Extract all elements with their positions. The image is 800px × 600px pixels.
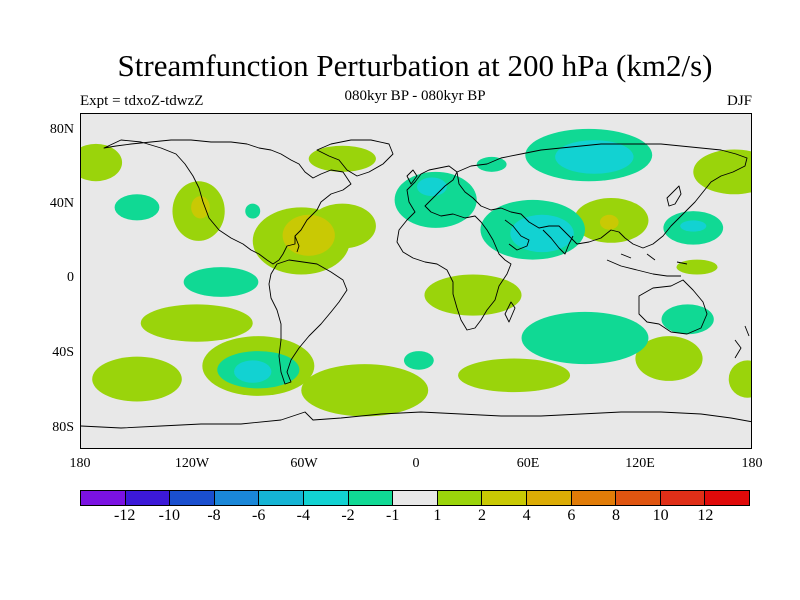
y-tick-label: 80N <box>49 122 74 137</box>
contour-region <box>555 140 634 174</box>
x-tick-label: 60E <box>516 456 540 471</box>
contour-region <box>599 214 619 230</box>
season-label: DJF <box>726 93 752 109</box>
contour-region <box>676 259 718 275</box>
plot-subtitle: 080kyr BP - 080kyr BP <box>344 88 486 104</box>
colorbar-label: 6 <box>567 507 576 524</box>
colorbar-label: 1 <box>433 507 442 524</box>
y-tick-label: 40N <box>49 196 74 211</box>
colorbar-swatch <box>437 491 483 505</box>
colorbar <box>80 490 750 506</box>
x-tick-label: 0 <box>412 456 420 471</box>
coast-europe-africa <box>396 165 512 331</box>
contour-region <box>92 356 182 402</box>
contour-region <box>191 196 210 219</box>
coast-greenland <box>316 139 394 177</box>
x-tick-label: 120E <box>625 456 655 471</box>
colorbar-label: -8 <box>207 507 221 524</box>
contour-field <box>81 128 751 417</box>
x-tick-label: 60W <box>290 456 318 471</box>
contour-region <box>282 214 335 256</box>
colorbar-label: 4 <box>522 507 531 524</box>
contour-region <box>403 351 434 370</box>
x-tick-label: 180 <box>741 456 763 471</box>
contour-region <box>693 149 751 195</box>
coast-arabia <box>504 219 530 251</box>
colorbar-label: 2 <box>478 507 486 524</box>
colorbar-swatch <box>526 491 572 505</box>
colorbar-label: 12 <box>697 507 714 524</box>
contour-region <box>417 177 447 197</box>
colorbar-label: 10 <box>652 507 669 524</box>
contour-region <box>394 171 477 228</box>
contour-region <box>114 194 160 221</box>
colorbar-swatch <box>214 491 260 505</box>
contour-region <box>301 364 429 417</box>
coast-madagascar <box>504 301 516 323</box>
colorbar-label: -4 <box>296 507 310 524</box>
experiment-label: Expt = tdxoZ-tdwzZ <box>80 93 204 109</box>
contour-region <box>476 156 507 172</box>
y-tick-label: 80S <box>52 420 74 435</box>
colorbar-label: -12 <box>113 507 136 524</box>
coast-north-america <box>103 139 352 265</box>
contour-region <box>81 143 123 182</box>
coast-india <box>542 229 574 255</box>
contour-region <box>140 304 253 342</box>
colorbar-swatch <box>125 491 171 505</box>
contour-region <box>458 358 571 393</box>
colorbar-swatch <box>259 491 304 505</box>
contour-region <box>424 274 522 316</box>
coastlines <box>81 139 751 429</box>
colorbar-swatch <box>170 491 215 505</box>
x-tick-label: 180 <box>69 456 91 471</box>
contour-region <box>245 203 261 219</box>
colorbar-swatch <box>303 491 349 505</box>
contour-region <box>183 267 259 297</box>
colorbar-swatch <box>482 491 527 505</box>
colorbar-label: -6 <box>251 507 266 524</box>
contour-region <box>635 336 703 381</box>
coast-new-zealand <box>734 325 750 359</box>
contour-region <box>680 220 707 232</box>
colorbar-label: -10 <box>158 507 180 524</box>
colorbar-swatch <box>616 491 661 505</box>
y-tick-label: 0 <box>67 270 74 285</box>
contour-region <box>510 214 574 253</box>
colorbar-label: -2 <box>341 507 355 524</box>
colorbar-swatch <box>571 491 617 505</box>
coast-indonesia <box>606 253 688 277</box>
colorbar-swatch <box>348 491 394 505</box>
colorbar-label: -1 <box>385 507 400 524</box>
contour-region <box>308 145 376 172</box>
coast-antarctica <box>81 411 751 429</box>
colorbar-swatch <box>660 491 706 505</box>
colorbar-swatch <box>81 491 126 505</box>
contour-region <box>661 304 714 335</box>
colorbar-label: 8 <box>612 507 620 524</box>
colorbar-swatch <box>393 491 438 505</box>
colorbar-swatch <box>705 491 749 505</box>
map-panel <box>80 113 752 449</box>
coast-florida <box>294 235 300 253</box>
coast-asia <box>456 143 748 249</box>
coast-uk <box>406 169 418 185</box>
map-canvas <box>81 128 751 429</box>
coast-australia <box>638 279 708 335</box>
contour-region <box>728 360 751 398</box>
y-tick-label: 40S <box>52 345 74 360</box>
x-tick-label: 120W <box>174 456 210 471</box>
contour-region <box>521 311 649 365</box>
plot-title: Streamfunction Perturbation at 200 hPa (… <box>117 48 713 83</box>
contour-region <box>234 360 272 383</box>
coast-japan <box>666 185 682 207</box>
coast-south-america <box>268 259 348 385</box>
